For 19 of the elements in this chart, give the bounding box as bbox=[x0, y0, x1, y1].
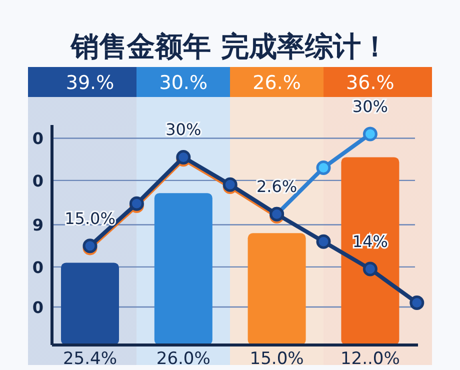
text: 0 bbox=[32, 258, 44, 277]
text: 30.% bbox=[159, 72, 208, 94]
x-tick-label: 15.0% bbox=[250, 349, 304, 369]
text: 9 bbox=[32, 216, 44, 235]
text: 0 bbox=[32, 171, 44, 190]
x-tick-label: 25.4% bbox=[62, 349, 118, 369]
annotation: 15.0% bbox=[64, 208, 116, 228]
x-tick-label: 26.0% bbox=[156, 349, 210, 369]
annotation: 30% bbox=[352, 97, 388, 116]
text: 26.% bbox=[252, 72, 301, 94]
text: 36.% bbox=[346, 72, 394, 94]
annotation: 14% bbox=[352, 232, 388, 252]
text: 39.% bbox=[66, 72, 114, 94]
annotation: 2.6% bbox=[256, 177, 298, 196]
text: 0 bbox=[32, 298, 44, 318]
annotation: 30% bbox=[166, 120, 202, 140]
x-tick-label: 12..0% bbox=[340, 349, 400, 369]
chart-title: 销售金额年 完成率综计！ bbox=[70, 30, 389, 63]
text: 0 bbox=[32, 129, 44, 148]
